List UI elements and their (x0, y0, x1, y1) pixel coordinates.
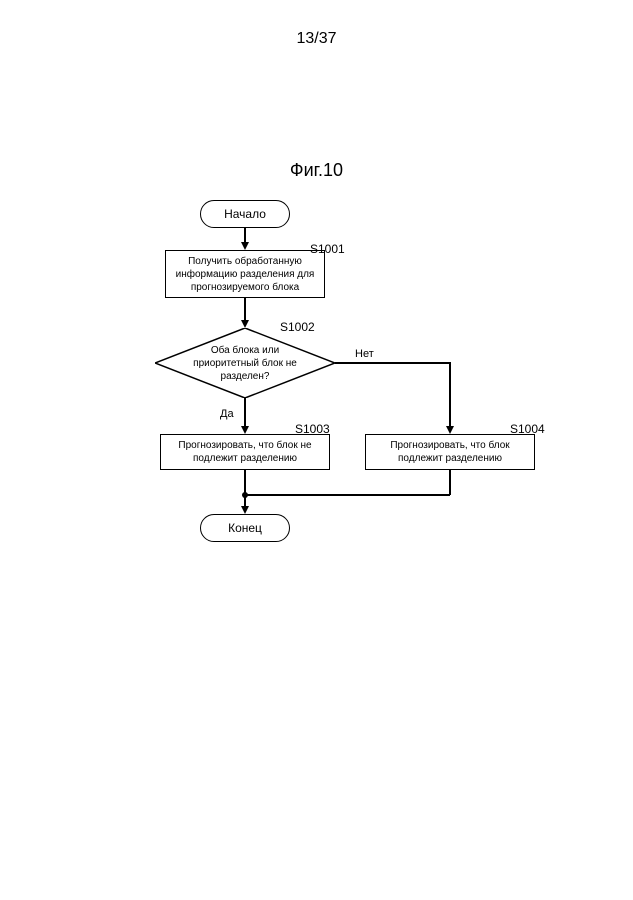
ref-s1003: S1003 (295, 422, 330, 436)
arrow-s1002-s1004-h (335, 362, 450, 364)
arrow-s1001-s1002 (244, 298, 246, 322)
flowchart-container: Начало Получить обработанную информацию … (80, 200, 560, 600)
edge-no-label: Нет (355, 348, 374, 360)
node-start-label: Начало (224, 207, 266, 221)
edge-yes-label: Да (220, 408, 234, 420)
arrowhead-start-s1001 (241, 242, 249, 250)
node-s1001-label: Получить обработанную информацию разделе… (172, 255, 318, 294)
node-s1004-label: Прогнозировать, что блок подлежит раздел… (372, 439, 528, 465)
node-s1003-label: Прогнозировать, что блок не подлежит раз… (167, 439, 323, 465)
node-s1002-label: Оба блока или приоритетный блок не разде… (155, 344, 335, 383)
node-s1003: Прогнозировать, что блок не подлежит раз… (160, 434, 330, 470)
ref-s1001: S1001 (310, 242, 345, 256)
arrowhead-s1002-s1003 (241, 426, 249, 434)
node-end-label: Конец (228, 521, 262, 535)
junction-dot (242, 492, 248, 498)
arrowhead-s1001-s1002 (241, 320, 249, 328)
arrow-s1004-down (449, 470, 451, 495)
arrow-s1003-down (244, 470, 246, 508)
arrowhead-s1002-s1004 (446, 426, 454, 434)
node-start: Начало (200, 200, 290, 228)
node-s1004: Прогнозировать, что блок подлежит раздел… (365, 434, 535, 470)
arrowhead-to-end (241, 506, 249, 514)
arrow-s1002-s1004-v (449, 362, 451, 428)
node-end: Конец (200, 514, 290, 542)
figure-title: Фиг.10 (0, 160, 633, 181)
node-s1001: Получить обработанную информацию разделе… (165, 250, 325, 298)
ref-s1002: S1002 (280, 320, 315, 334)
arrow-s1004-left (245, 494, 450, 496)
ref-s1004: S1004 (510, 422, 545, 436)
node-s1002: Оба блока или приоритетный блок не разде… (155, 328, 335, 398)
page-number: 13/37 (0, 30, 633, 48)
arrow-s1002-s1003 (244, 398, 246, 428)
